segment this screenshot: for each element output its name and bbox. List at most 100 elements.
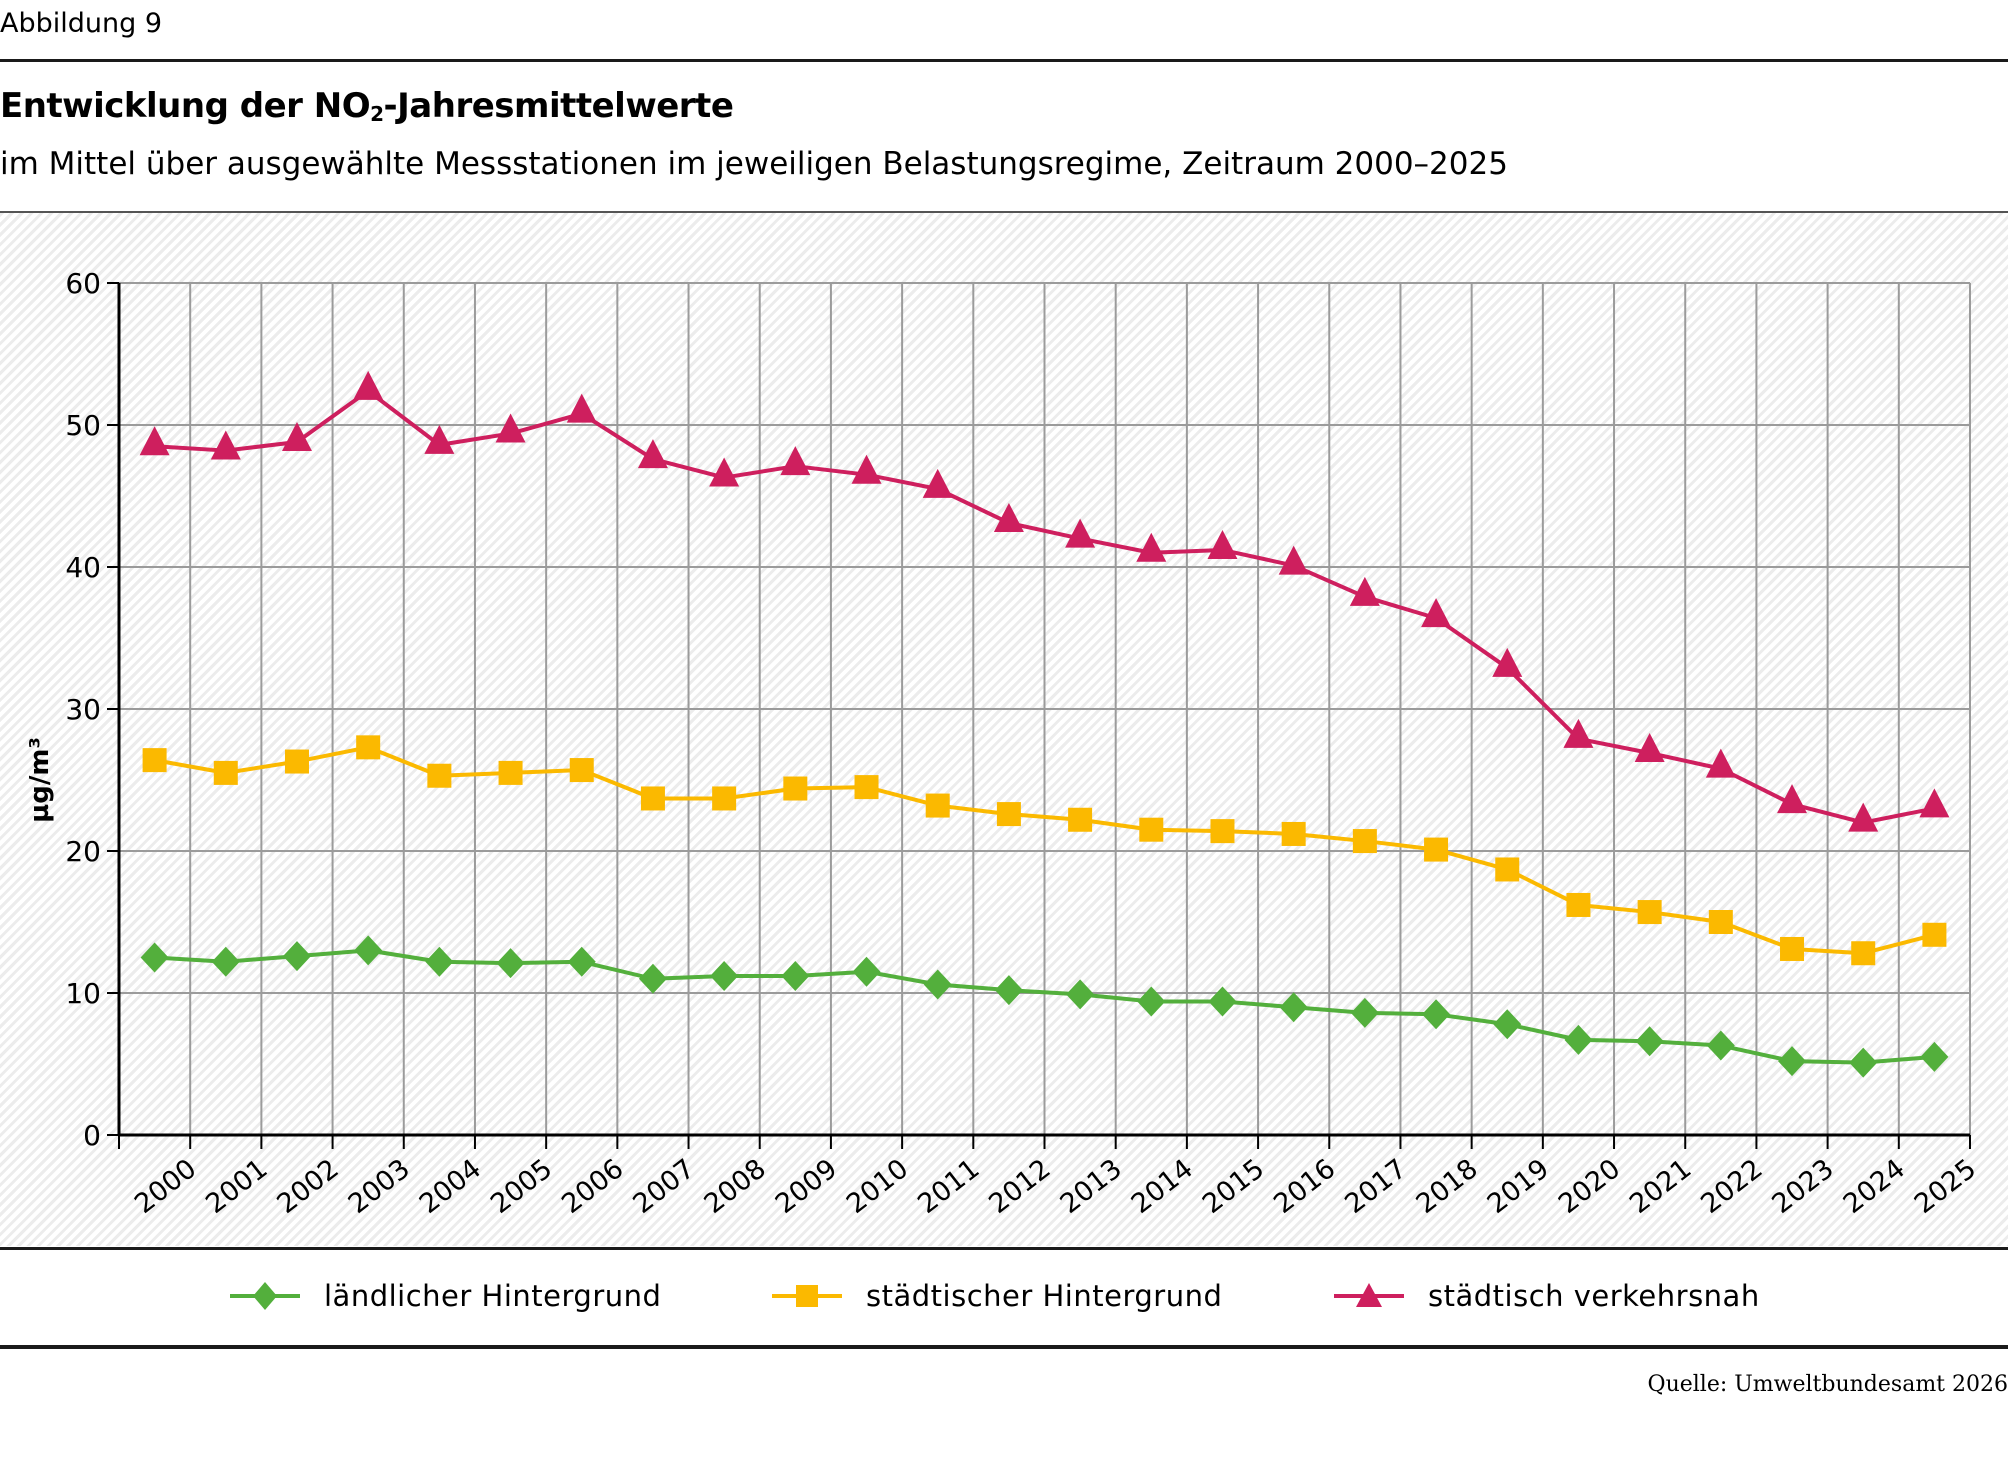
x-tick-label: 2007 [627, 1153, 700, 1220]
data-point-square [213, 760, 238, 785]
chart-subtitle: im Mittel über ausgewählte Messstationen… [0, 146, 1508, 182]
data-point-triangle [780, 446, 811, 476]
legend-item-laendlich: ländlicher Hintergrund [228, 1276, 661, 1316]
data-point-diamond [1208, 986, 1237, 1017]
data-point-triangle [1777, 784, 1808, 814]
chart-area: 0 10 20 30 40 50 60 2000 2001 2002 2003 2004 2005 200… [0, 213, 2008, 1246]
x-tick-label: 2021 [1624, 1153, 1697, 1220]
data-point-triangle [1136, 532, 1167, 562]
data-point-diamond [1920, 1041, 1949, 1072]
data-point-triangle [1705, 748, 1736, 778]
legend-item-staedtisch: städtischer Hintergrund [770, 1276, 1222, 1316]
x-tick-label: 2012 [983, 1153, 1056, 1220]
data-point-diamond [1350, 997, 1379, 1028]
chart-top-rule [0, 211, 2008, 213]
data-point-square [1566, 892, 1591, 917]
title-subscript: 2 [370, 102, 384, 126]
legend-label: ländlicher Hintergrund [324, 1279, 662, 1313]
data-point-diamond [1279, 992, 1308, 1023]
y-tick-label: 40 [65, 551, 101, 584]
x-tick-label: 2011 [912, 1153, 985, 1220]
data-point-diamond [1706, 1030, 1735, 1061]
legend-label: städtisch verkehrsnah [1428, 1279, 1760, 1313]
figure-label: Abbildung 9 [0, 8, 163, 39]
data-point-square [1281, 821, 1306, 846]
data-point-diamond [781, 960, 810, 991]
data-point-triangle [1848, 802, 1879, 832]
data-point-triangle [1634, 733, 1665, 763]
data-point-triangle [424, 424, 455, 454]
bottom-rule [0, 1345, 2008, 1349]
data-point-diamond [211, 946, 240, 977]
y-tick-label: 10 [65, 977, 101, 1010]
data-point-diamond [140, 942, 169, 973]
data-point-triangle [281, 422, 312, 452]
data-point-triangle [709, 457, 740, 487]
y-tick-label: 60 [65, 267, 101, 300]
x-tick-label: 2017 [1339, 1153, 1412, 1220]
x-tick-label: 2002 [271, 1153, 344, 1220]
x-tick-label: 2018 [1411, 1153, 1484, 1220]
data-point-diamond [923, 969, 952, 1000]
data-point-triangle [210, 430, 241, 460]
data-point-triangle [139, 426, 170, 456]
x-tick-label: 2020 [1553, 1153, 1626, 1220]
x-tick-label: 2024 [1838, 1153, 1911, 1220]
data-point-triangle [566, 393, 597, 423]
data-point-square [1495, 857, 1520, 882]
legend-triangle-marker-icon [1334, 1283, 1404, 1307]
data-point-diamond [1137, 986, 1166, 1017]
data-point-diamond [638, 963, 667, 994]
data-point-square [142, 748, 167, 773]
legend: ländlicher Hintergrund städtischer Hinte… [0, 1250, 2008, 1344]
data-point-diamond [710, 960, 739, 991]
data-point-triangle [637, 439, 668, 469]
title-part1: Entwicklung der NO [0, 86, 371, 126]
x-tick-label: 2016 [1268, 1153, 1341, 1220]
legend-top-rule [0, 1247, 2008, 1250]
data-point-square [1780, 936, 1805, 961]
data-point-square [427, 763, 452, 788]
top-rule [0, 59, 2008, 62]
data-point-square [284, 749, 309, 774]
x-tick-label: 2000 [129, 1153, 202, 1220]
data-point-square [356, 735, 381, 760]
data-point-diamond [354, 935, 383, 966]
data-point-diamond [994, 975, 1023, 1006]
data-point-triangle [1492, 647, 1523, 677]
line-chart: 0102030405060200020012002200320042005200… [25, 267, 1982, 1220]
chart-title: Entwicklung der NO2-Jahresmittelwerte [0, 86, 734, 126]
x-tick-label: 2013 [1055, 1153, 1128, 1220]
y-tick-label: 20 [65, 835, 101, 868]
data-point-square [1352, 829, 1377, 854]
legend-label: städtischer Hintergrund [866, 1279, 1223, 1313]
data-point-triangle [1919, 788, 1950, 818]
x-tick-label: 2022 [1695, 1153, 1768, 1220]
data-point-diamond [1422, 999, 1451, 1030]
data-point-square [569, 758, 594, 783]
x-tick-label: 2010 [841, 1153, 914, 1220]
x-tick-label: 2005 [485, 1153, 558, 1220]
legend-square-marker-icon [772, 1285, 842, 1307]
x-tick-label: 2019 [1482, 1153, 1555, 1220]
data-point-square [1851, 941, 1876, 966]
data-point-square [498, 760, 523, 785]
data-point-diamond [852, 956, 881, 987]
x-tick-label: 2015 [1197, 1153, 1270, 1220]
y-tick-label: 50 [65, 409, 101, 442]
x-tick-label: 2004 [414, 1153, 487, 1220]
x-tick-label: 2023 [1767, 1153, 1840, 1220]
x-tick-label: 2014 [1126, 1153, 1199, 1220]
data-point-square [1637, 900, 1662, 925]
data-point-diamond [425, 946, 454, 977]
data-point-triangle [353, 370, 384, 400]
data-point-diamond [567, 946, 596, 977]
data-point-square [854, 775, 879, 800]
data-point-diamond [1066, 979, 1095, 1010]
data-point-triangle [1278, 545, 1309, 575]
x-tick-label: 2001 [200, 1153, 273, 1220]
x-tick-label: 2009 [770, 1153, 843, 1220]
legend-diamond-marker-icon [230, 1282, 300, 1310]
data-point-square [1424, 837, 1449, 862]
data-point-diamond [1778, 1046, 1807, 1077]
